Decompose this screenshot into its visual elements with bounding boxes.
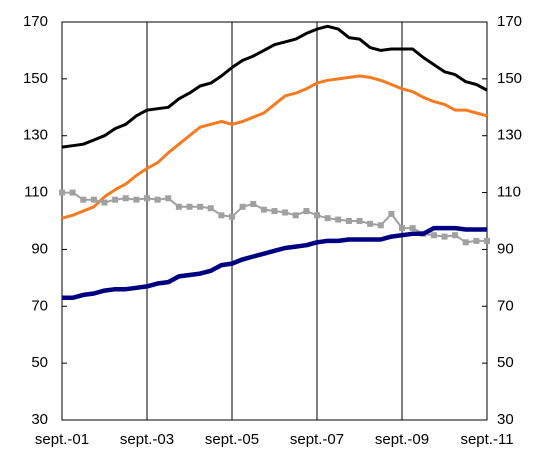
point-marker [282, 209, 289, 216]
point-marker [335, 216, 342, 223]
point-marker [473, 237, 480, 244]
point-marker [59, 189, 65, 196]
point-marker [69, 189, 76, 196]
point-marker [441, 233, 448, 240]
plot-frame [61, 21, 488, 421]
point-marker [271, 208, 278, 215]
y2-tick-label: 110 [497, 184, 521, 201]
point-marker [430, 232, 437, 239]
y2-tick-label: 30 [497, 411, 514, 428]
y2-tick-label: 70 [497, 297, 514, 314]
point-marker [356, 218, 363, 224]
x-tick-label: sept.-01 [35, 431, 89, 448]
x-tick-label: sept.-11 [460, 431, 513, 448]
y-tick-label: 90 [31, 240, 48, 257]
series-line [61, 24, 488, 149]
point-marker [484, 237, 490, 244]
point-marker [260, 206, 267, 213]
y-tick-label: 130 [23, 127, 48, 144]
point-marker [250, 200, 257, 207]
series-line [61, 74, 488, 220]
x-tick-label: sept.-07 [290, 431, 344, 448]
point-marker [165, 195, 172, 202]
point-marker [80, 196, 87, 203]
point-marker [229, 213, 235, 220]
point-marker [462, 239, 469, 246]
point-marker [186, 203, 193, 210]
x-tick-label: sept.-09 [375, 431, 429, 448]
point-marker [218, 212, 225, 219]
point-marker [314, 212, 320, 219]
x-tick-label: sept.-05 [205, 431, 259, 448]
point-marker [207, 205, 214, 212]
point-marker [144, 195, 150, 202]
point-marker [112, 196, 119, 203]
point-marker [197, 203, 204, 210]
x-tick-label: sept.-03 [120, 431, 174, 448]
y2-tick-label: 50 [497, 354, 514, 371]
point-marker [388, 210, 395, 217]
y-tick-label: 170 [23, 13, 48, 30]
point-marker [239, 203, 246, 210]
y2-tick-label: 90 [497, 240, 514, 257]
point-marker [324, 215, 331, 222]
point-marker [409, 225, 416, 232]
y-tick-label: 70 [31, 297, 48, 314]
point-marker [154, 196, 161, 203]
point-marker [122, 195, 129, 202]
point-marker [133, 196, 140, 203]
y2-tick-label: 170 [497, 13, 522, 30]
point-marker [345, 218, 352, 224]
point-marker [452, 232, 459, 239]
series-line [62, 225, 487, 301]
y-tick-label: 110 [24, 184, 48, 201]
point-marker [90, 196, 97, 203]
y-tick-label: 50 [31, 354, 48, 371]
point-marker [101, 199, 108, 206]
y2-tick-label: 130 [497, 127, 522, 144]
y-tick-label: 30 [31, 411, 48, 428]
point-marker [367, 220, 374, 227]
point-marker [399, 225, 405, 232]
point-marker [303, 208, 310, 215]
point-marker [292, 212, 299, 219]
point-marker [377, 222, 384, 229]
y2-tick-label: 150 [497, 70, 522, 87]
y-tick-label: 150 [23, 70, 48, 87]
point-marker [175, 203, 182, 210]
